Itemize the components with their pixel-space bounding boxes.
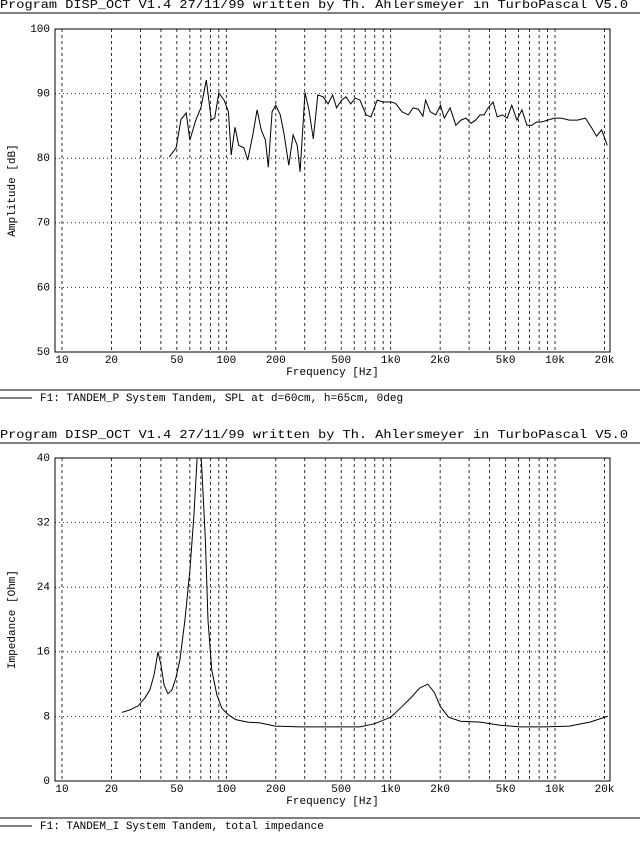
x-axis-label: Frequency [Hz]: [286, 796, 378, 808]
x-tick-label: 5k0: [496, 784, 516, 796]
x-tick-label: 500: [331, 355, 351, 367]
chart: Program DISP_OCT V1.4 27/11/99 written b…: [0, 428, 640, 833]
y-tick-label: 90: [37, 89, 50, 101]
x-tick-label: 2k0: [430, 355, 450, 367]
x-tick-label: 100: [216, 355, 236, 367]
y-tick-label: 40: [37, 453, 50, 465]
y-tick-label: 50: [37, 347, 50, 359]
x-tick-label: 50: [170, 784, 183, 796]
chart: Program DISP_OCT V1.4 27/11/99 written b…: [0, 0, 640, 405]
y-tick-label: 8: [43, 711, 50, 723]
y-tick-label: 24: [37, 582, 51, 594]
x-tick-label: 50: [170, 355, 183, 367]
y-tick-label: 16: [37, 647, 50, 659]
x-tick-label: 20k: [595, 355, 615, 367]
x-tick-label: 200: [266, 784, 286, 796]
x-tick-label: 200: [266, 355, 286, 367]
x-tick-label: 10: [55, 355, 68, 367]
plot-frame: [54, 28, 611, 353]
x-tick-label: 10k: [545, 355, 565, 367]
y-tick-label: 100: [30, 24, 50, 36]
data-line: [168, 79, 608, 172]
y-tick-label: 32: [37, 518, 50, 530]
x-tick-label: 20: [105, 355, 118, 367]
legend-label: F1: TANDEM_P System Tandem, SPL at d=60c…: [40, 393, 403, 405]
y-tick-label: 80: [37, 153, 50, 165]
x-tick-label: 1k0: [381, 784, 401, 796]
y-tick-label: 0: [43, 776, 50, 788]
x-tick-label: 1k0: [381, 355, 401, 367]
y-tick-label: 60: [37, 282, 50, 294]
x-tick-label: 100: [216, 784, 236, 796]
x-tick-label: 10: [55, 784, 68, 796]
y-axis-label: Impedance [Ohm]: [7, 570, 19, 669]
data-line: [121, 458, 608, 728]
x-tick-label: 10k: [545, 784, 565, 796]
plot-frame: [54, 457, 611, 782]
legend-label: F1: TANDEM_I System Tandem, total impeda…: [40, 821, 324, 833]
x-tick-label: 500: [331, 784, 351, 796]
x-tick-label: 2k0: [430, 784, 450, 796]
y-axis-label: Amplitude [dB]: [7, 144, 19, 236]
chart-title: Program DISP_OCT V1.4 27/11/99 written b…: [0, 428, 628, 442]
x-tick-label: 20k: [595, 784, 615, 796]
y-tick-label: 70: [37, 218, 50, 230]
x-axis-label: Frequency [Hz]: [286, 367, 378, 379]
x-tick-label: 20: [105, 784, 118, 796]
chart-title: Program DISP_OCT V1.4 27/11/99 written b…: [0, 0, 628, 12]
x-tick-label: 5k0: [496, 355, 516, 367]
